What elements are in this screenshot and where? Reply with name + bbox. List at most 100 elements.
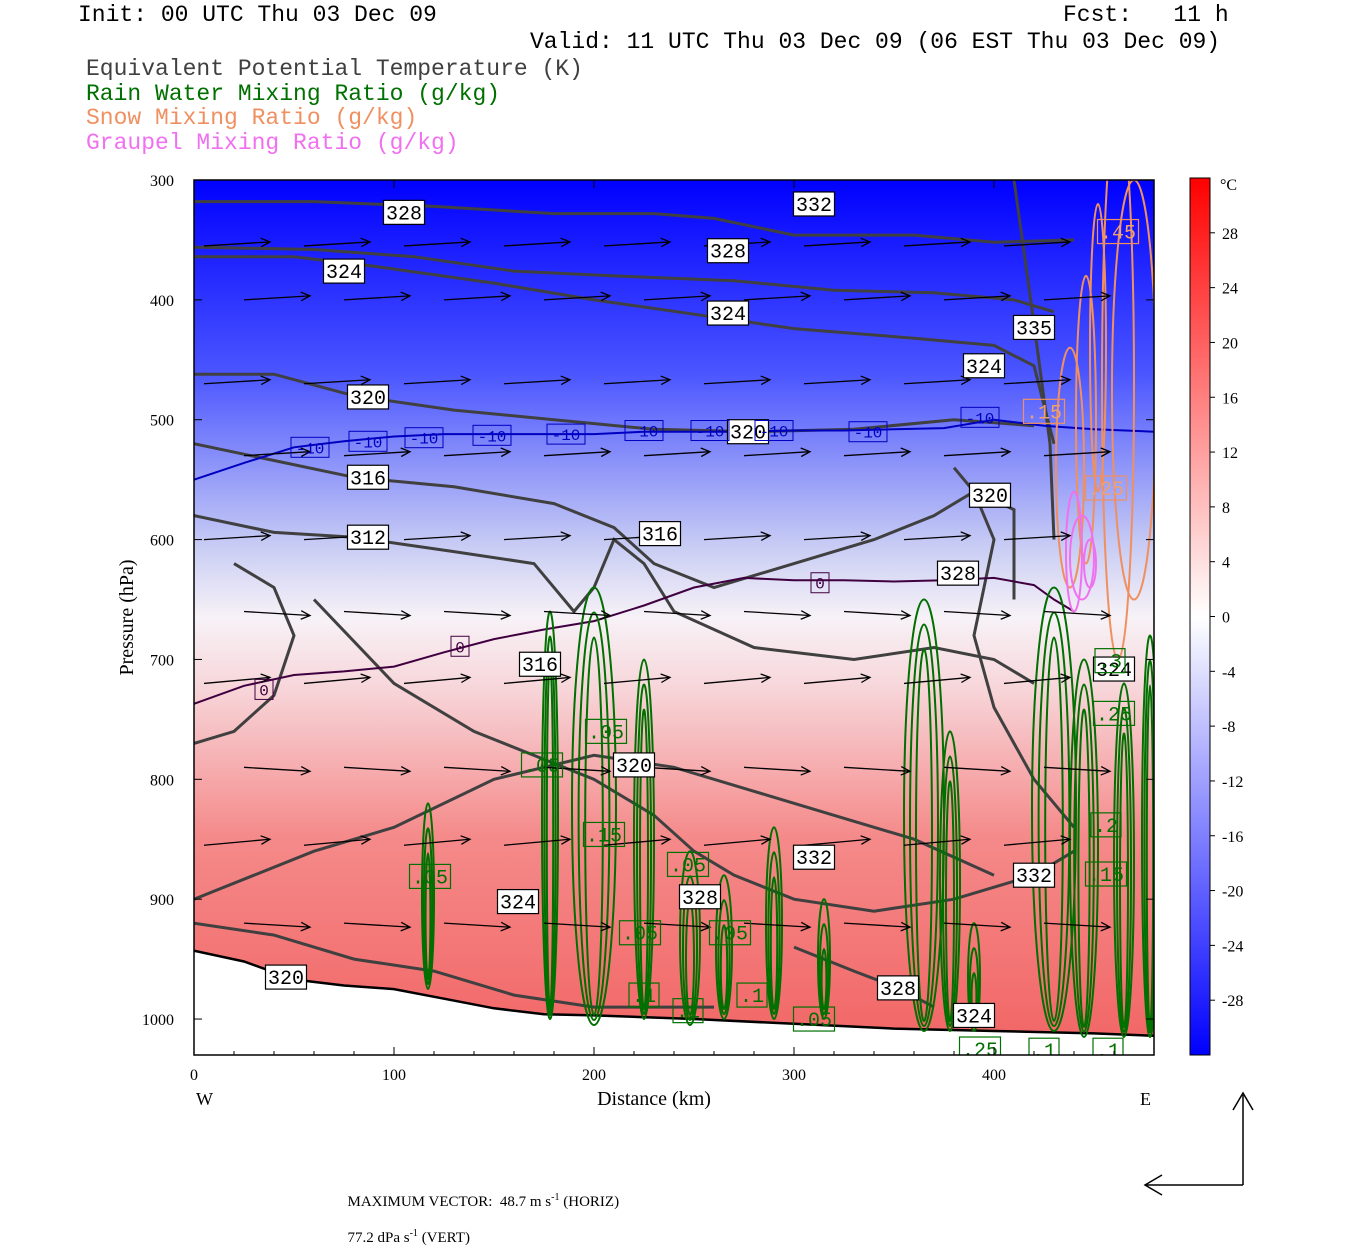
colorbar-tick-label: 16 [1222,390,1238,407]
rain-label: .1 [1028,1037,1060,1055]
theta-e-label-text: 328 [880,979,916,1002]
theta-e-label: 324 [1092,656,1136,683]
wind-vector-head [800,447,812,458]
wind-vector [503,241,571,247]
rain-label: .1 [736,982,768,1009]
wind-vector [1043,610,1111,617]
wind-vector [543,922,611,928]
isotherm-label: -10 [624,420,664,442]
rain-contour [942,755,958,1028]
wind-vector-head [900,765,912,776]
isotherm-label-box [624,420,664,442]
x-tick-label: 200 [582,1067,606,1084]
wind-vector-head [360,835,372,845]
theta-e-label: 324 [496,888,540,916]
theta-e-label-box [496,888,540,915]
rain-label-text: .05 [712,924,748,947]
wind-vector [303,676,371,685]
colorbar [1189,177,1211,1056]
rain-label-text: .3 [1098,652,1122,675]
rain-contour [424,852,432,981]
colorbar-tick-label: 4 [1222,555,1230,572]
y-tick-label: 900 [150,892,174,909]
isotherm-label-box [848,421,888,443]
wind-vector-head [560,375,572,386]
wind-vector-head [300,921,312,932]
wind-vector-head [900,447,912,458]
y-tick-label: 1000 [142,1012,174,1029]
colorbar-tick-label: -4 [1222,664,1235,681]
wind-vector-head [260,835,272,845]
wind-vector-head [760,531,772,541]
rain-label-text: .1 [632,986,656,1009]
rain-contour [584,636,604,1017]
rain-label-text: .2 [1094,816,1118,839]
wind-vector [443,922,511,928]
max-vector-horizontal-value: 48.7 m s [499,1194,552,1210]
wind-vector-head [300,447,312,458]
rain-label: .3 [1094,648,1126,675]
wind-vector [403,676,471,685]
field-label-graupel: Graupel Mixing Ratio (g/kg) [86,130,459,156]
wind-vector-head [700,610,712,620]
wind-vector-head [260,673,272,684]
snow-contour [1089,202,1107,493]
isotherm-label-text: -10 [296,440,325,458]
wind-vector-head [360,673,372,684]
wind-vector [343,922,411,928]
rain-label: .25 [958,1036,1002,1055]
theta-e-label-box [876,975,920,1001]
wind-vector-head [400,447,412,458]
wind-vector-head [600,610,612,620]
wind-vector-head [260,531,272,541]
wind-vector [903,379,971,385]
rain-contour [639,708,649,1011]
theta-e-label: 316 [346,464,390,491]
wind-vector-head [860,531,872,541]
theta-e-label: 316 [638,520,682,548]
rain-contour [945,780,955,1023]
x-tick-label: 100 [382,1067,406,1084]
init-time: Init: 00 UTC Thu 03 Dec 09 [78,2,437,28]
rain-label-text: .1 [1096,1041,1120,1064]
wind-vector-head [300,291,312,302]
wind-vector [303,838,371,846]
wind-vector [403,534,471,541]
colorbar-tick-label: 12 [1222,445,1238,462]
rain-label-box [628,982,660,1008]
wind-vector-head [960,531,972,541]
wind-vector-head [460,835,472,845]
field-label-snow: Snow Mixing Ratio (g/kg) [86,105,418,131]
wind-vector-head [600,765,612,776]
graupel-contour [1083,538,1097,589]
isotherm-label: -10 [348,430,388,452]
wind-vector [603,676,671,685]
theta-e-label: 320 [612,752,656,779]
theta-e-label-text: 328 [386,203,422,226]
wind-vector [703,838,771,846]
theta-e-label-box [612,752,656,778]
wind-vector [343,451,411,457]
wind-vector-head [1100,765,1112,776]
wind-vector-head [700,447,712,458]
wind-vector-head [600,921,612,932]
theta-e-label-box [952,1002,996,1029]
theta-e-contour [194,245,1055,314]
wind-vector [1043,295,1111,301]
x-tick-label: 0 [190,1067,198,1084]
wind-vector-head [900,610,912,620]
east-label: E [1140,1089,1151,1109]
wind-vector [203,838,271,846]
theta-e-label-box [1012,314,1056,341]
rain-contour [1069,658,1099,1039]
theta-e-label-text: 324 [710,304,746,327]
theta-e-label-text: 316 [642,525,678,548]
y-tick-label: 800 [150,772,174,789]
wind-vector-head [360,237,372,248]
wind-vector [903,534,971,541]
graupel-contour [1065,490,1083,613]
wind-vector-head [400,765,412,776]
colorbar-tick-label: 24 [1222,281,1238,298]
rain-contour [1077,708,1091,1029]
wind-vector [803,241,871,247]
